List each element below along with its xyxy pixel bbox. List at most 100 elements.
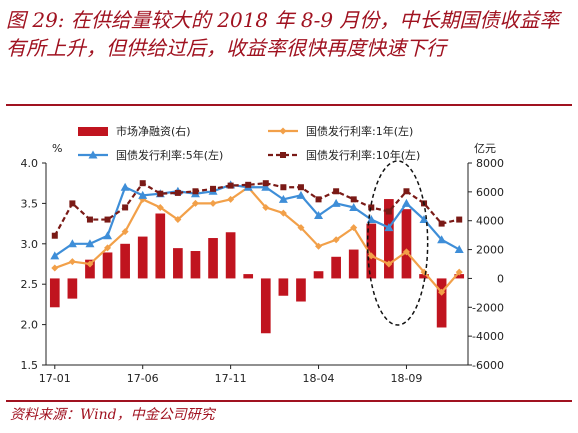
bar-net-financing bbox=[225, 232, 236, 279]
bar-net-financing bbox=[366, 223, 377, 279]
point-marker bbox=[85, 239, 95, 248]
left-axis-unit: % bbox=[52, 142, 62, 155]
point-marker bbox=[86, 216, 93, 223]
series-line bbox=[53, 181, 460, 237]
point-marker bbox=[120, 182, 130, 191]
right-tick-label: 4000 bbox=[476, 215, 504, 228]
point-marker bbox=[192, 188, 199, 195]
point-marker bbox=[209, 199, 217, 207]
point-marker bbox=[438, 288, 446, 296]
legend-label: 市场净融资(右) bbox=[116, 124, 191, 138]
left-tick-label: 3.0 bbox=[21, 238, 39, 251]
left-tick-label: 2.5 bbox=[21, 278, 39, 291]
point-marker bbox=[50, 251, 60, 260]
bar-net-financing bbox=[401, 209, 412, 279]
right-tick-label: 6000 bbox=[476, 186, 504, 199]
point-marker bbox=[385, 208, 392, 215]
right-tick-label: -6000 bbox=[472, 359, 504, 372]
point-marker bbox=[51, 264, 59, 272]
point-marker bbox=[103, 231, 113, 240]
point-marker bbox=[368, 204, 375, 211]
point-marker bbox=[333, 188, 340, 195]
point-marker bbox=[227, 182, 234, 189]
bar-net-financing bbox=[85, 259, 95, 279]
annotation-ellipse bbox=[366, 160, 429, 326]
legend-marker bbox=[280, 152, 286, 158]
bar-net-financing bbox=[173, 248, 183, 279]
legend-label: 国债发行利率:10年(左) bbox=[306, 148, 420, 162]
bar-net-financing bbox=[155, 213, 166, 279]
point-marker bbox=[174, 216, 182, 224]
left-tick-label: 2.0 bbox=[21, 319, 39, 332]
bar-net-financing bbox=[67, 278, 78, 299]
point-marker bbox=[67, 239, 77, 248]
point-marker bbox=[262, 180, 269, 187]
point-marker bbox=[122, 204, 129, 211]
point-marker bbox=[456, 216, 463, 223]
point-marker bbox=[121, 228, 129, 236]
bar-net-financing bbox=[331, 256, 341, 279]
point-marker bbox=[438, 220, 445, 227]
left-tick-label: 3.5 bbox=[21, 197, 39, 210]
x-tick-label: 18-04 bbox=[303, 372, 335, 385]
bar-net-financing bbox=[419, 274, 429, 279]
bar-net-financing bbox=[260, 278, 271, 334]
bar-net-financing bbox=[243, 274, 254, 279]
legend-label: 国债发行利率:1年(左) bbox=[306, 124, 413, 138]
point-marker bbox=[261, 182, 271, 191]
point-marker bbox=[401, 198, 411, 207]
point-marker bbox=[349, 202, 359, 211]
point-marker bbox=[419, 215, 429, 224]
legend-marker bbox=[88, 150, 98, 159]
bar-net-financing bbox=[49, 278, 60, 308]
source-rule bbox=[6, 400, 572, 402]
right-tick-label: -4000 bbox=[472, 330, 504, 343]
point-marker bbox=[454, 244, 464, 253]
point-marker bbox=[280, 184, 287, 191]
point-marker bbox=[245, 181, 252, 188]
point-marker bbox=[332, 236, 340, 244]
legend-label: 国债发行利率:5年(左) bbox=[116, 148, 223, 162]
x-tick-label: 17-01 bbox=[39, 372, 71, 385]
point-marker bbox=[297, 184, 304, 191]
point-marker bbox=[157, 190, 164, 197]
bar-net-financing bbox=[436, 278, 447, 328]
point-marker bbox=[138, 190, 148, 199]
bar-net-financing bbox=[137, 236, 148, 279]
point-marker bbox=[315, 196, 322, 203]
point-marker bbox=[331, 198, 341, 207]
point-marker bbox=[278, 194, 288, 203]
right-tick-label: 8000 bbox=[476, 157, 504, 170]
source-note: 资料来源：Wind，中金公司研究 bbox=[10, 407, 215, 423]
point-marker bbox=[350, 196, 357, 203]
point-marker bbox=[384, 223, 394, 232]
point-marker bbox=[315, 242, 323, 250]
point-marker bbox=[314, 211, 324, 220]
point-marker bbox=[279, 209, 287, 217]
series-line bbox=[54, 185, 461, 294]
point-marker bbox=[210, 185, 217, 192]
point-marker bbox=[385, 260, 393, 268]
point-marker bbox=[68, 258, 76, 266]
right-tick-label: 2000 bbox=[476, 244, 504, 257]
point-marker bbox=[139, 180, 146, 187]
series-line bbox=[54, 183, 460, 257]
bar-net-financing bbox=[296, 278, 306, 302]
page-title: 图 29: 在供给量较大的 2018 年 8-9 月份，中长期国债收益率有所上升… bbox=[6, 8, 560, 60]
legend-swatch bbox=[78, 127, 108, 136]
point-marker bbox=[191, 199, 199, 207]
x-tick-label: 17-11 bbox=[215, 372, 247, 385]
legend-marker bbox=[279, 127, 287, 135]
bar-net-financing bbox=[384, 199, 394, 279]
left-tick-label: 4.0 bbox=[21, 157, 39, 170]
point-marker bbox=[366, 215, 376, 224]
point-marker bbox=[437, 235, 447, 244]
point-marker bbox=[367, 252, 375, 260]
x-tick-label: 18-09 bbox=[390, 372, 422, 385]
point-marker bbox=[104, 244, 112, 252]
point-marker bbox=[69, 200, 76, 207]
right-axis-unit: 亿元 bbox=[474, 142, 496, 155]
x-tick-label: 17-06 bbox=[127, 372, 159, 385]
point-marker bbox=[104, 216, 111, 223]
